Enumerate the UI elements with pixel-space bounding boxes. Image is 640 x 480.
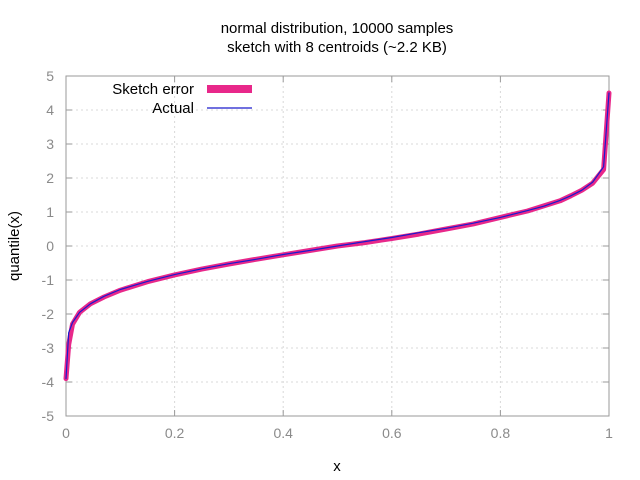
x-axis-label: x <box>333 458 341 475</box>
y-tick-label: -1 <box>42 272 55 288</box>
grid-lines <box>66 76 609 416</box>
legend-label-actual: Actual <box>152 100 194 117</box>
x-tick-label: 1 <box>605 425 613 441</box>
series-line-sketch-error <box>63 90 612 382</box>
axis-ticks <box>65 75 610 417</box>
x-tick-label: 0.2 <box>165 425 185 441</box>
y-tick-label: 3 <box>46 136 54 152</box>
series-line-actual <box>65 92 610 380</box>
chart-title-line-2: sketch with 8 centroids (~2.2 KB) <box>227 39 447 56</box>
x-tick-label: 0 <box>62 425 70 441</box>
y-tick-label: -4 <box>42 374 55 390</box>
legend: Sketch error Actual <box>112 81 252 117</box>
tick-labels: 0 0.2 0.4 0.6 0.8 1 -5 -4 -3 -2 -1 0 1 2 3 4 5 <box>42 68 614 441</box>
data-series <box>63 90 612 382</box>
y-tick-label: 0 <box>46 238 54 254</box>
y-tick-label: 4 <box>46 102 54 118</box>
y-tick-label: 2 <box>46 170 54 186</box>
chart-title-line-1: normal distribution, 10000 samples <box>221 20 454 37</box>
plot-frame <box>65 75 610 417</box>
y-tick-label: -5 <box>42 408 55 424</box>
x-tick-label: 0.6 <box>382 425 402 441</box>
x-tick-label: 0.8 <box>491 425 511 441</box>
y-tick-label: 1 <box>46 204 54 220</box>
legend-label-sketch-error: Sketch error <box>112 81 194 98</box>
x-tick-label: 0.4 <box>273 425 293 441</box>
y-tick-label: 5 <box>46 68 54 84</box>
y-tick-label: -3 <box>42 340 55 356</box>
y-axis-label: quantile(x) <box>6 211 23 281</box>
y-tick-label: -2 <box>42 306 55 322</box>
